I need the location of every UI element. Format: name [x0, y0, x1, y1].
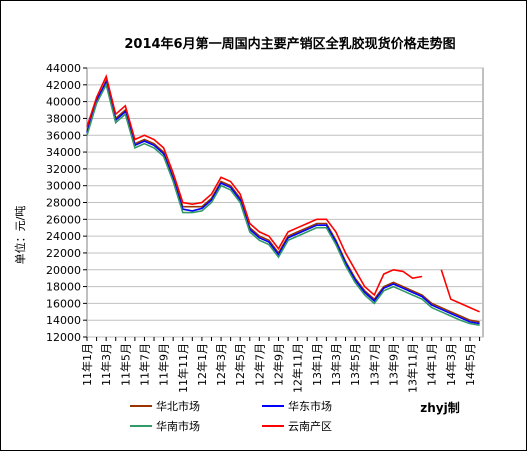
x-tick-label: 13年11月 [406, 343, 420, 393]
credit: zhyj制 [420, 400, 459, 415]
x-tick-label: 14年5月 [463, 343, 477, 386]
y-tick-label: 18000 [46, 281, 81, 294]
y-tick-label: 40000 [46, 96, 81, 109]
y-tick-label: 24000 [46, 230, 81, 243]
x-tick-label: 11年5月 [118, 343, 132, 386]
x-tick-label: 12年3月 [214, 343, 228, 386]
series-line [86, 78, 480, 323]
x-tick-label: 11年3月 [99, 343, 113, 386]
legend-label: 华南市场 [156, 419, 200, 433]
x-tick-label: 11年9月 [157, 343, 171, 386]
y-tick-label: 28000 [46, 197, 81, 210]
y-axis-label: 单位：元/吨 [13, 206, 27, 265]
y-tick-label: 26000 [46, 213, 81, 226]
x-tick-label: 12年1月 [195, 343, 209, 386]
x-tick-label: 13年7月 [367, 343, 381, 386]
y-tick-label: 44000 [46, 62, 81, 75]
y-tick-label: 34000 [46, 146, 81, 159]
y-tick-label: 42000 [46, 79, 81, 92]
x-tick-label: 12年5月 [233, 343, 247, 386]
y-tick-label: 16000 [46, 297, 81, 310]
series-line [86, 80, 480, 325]
y-tick-label: 36000 [46, 129, 81, 142]
x-tick-label: 12年7月 [252, 343, 266, 386]
x-tick-label: 11年1月 [80, 343, 94, 386]
series-line [86, 73, 480, 313]
y-tick-label: 12000 [46, 331, 81, 344]
x-tick-label: 12年11月 [291, 343, 305, 393]
legend-label: 云南产区 [288, 419, 332, 433]
x-tick-label: 14年1月 [425, 343, 439, 386]
y-tick-label: 22000 [46, 247, 81, 260]
chart-title: 2014年6月第一周国内主要产销区全乳胶现货价格走势图 [124, 36, 455, 52]
x-tick-label: 14年3月 [444, 343, 458, 386]
x-tick-label: 12年9月 [272, 343, 286, 386]
x-tick-label: 13年1月 [310, 343, 324, 386]
x-tick-label: 13年3月 [329, 343, 343, 386]
legend-label: 华北市场 [156, 399, 200, 413]
x-tick-label: 11年7月 [137, 343, 151, 386]
y-tick-label: 14000 [46, 314, 81, 327]
y-tick-label: 32000 [46, 163, 81, 176]
x-tick-label: 13年9月 [386, 343, 400, 386]
y-tick-label: 30000 [46, 180, 81, 193]
x-tick-label: 13年5月 [348, 343, 362, 386]
series-line [86, 82, 480, 326]
y-tick-label: 20000 [46, 264, 81, 277]
x-tick-label: 11年11月 [176, 343, 190, 393]
legend-label: 华东市场 [288, 399, 332, 413]
y-tick-label: 38000 [46, 112, 81, 125]
